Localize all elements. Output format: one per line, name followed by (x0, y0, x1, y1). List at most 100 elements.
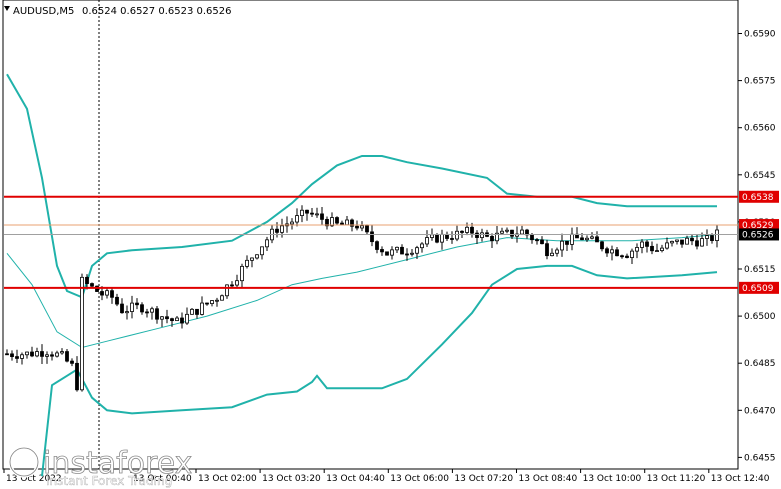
level-label-box (739, 281, 779, 294)
candle (600, 240, 604, 252)
candle (75, 356, 79, 392)
candle (305, 209, 309, 221)
symbol-label: AUDUSD,M5 (13, 6, 74, 17)
candle (115, 293, 119, 307)
bollinger-lower-band (41, 264, 718, 477)
candle (5, 349, 9, 356)
candle (365, 224, 369, 235)
x-tick-label: 13 Oct 00:40 (133, 474, 192, 484)
candle (480, 228, 484, 242)
candle (565, 240, 569, 252)
candle (630, 248, 634, 264)
current-price-box (739, 228, 779, 241)
candle (250, 257, 254, 268)
candle (20, 352, 24, 365)
ohlc-readout: 0.6524 0.6527 0.6523 0.6526 (82, 6, 232, 17)
y-tick-label: 0.6485 (744, 359, 776, 369)
candle (175, 315, 179, 322)
candle (110, 287, 114, 304)
y-tick-label: 0.6470 (744, 406, 776, 416)
candle (405, 248, 409, 261)
candle (35, 347, 39, 358)
candle (665, 237, 669, 250)
y-tick-label: 0.6500 (744, 312, 776, 322)
candle (475, 230, 479, 245)
watermark-tagline: Instant Forex Trading (46, 474, 172, 488)
y-tick-label: 0.6455 (744, 453, 776, 463)
candle (335, 216, 339, 225)
candle (490, 233, 494, 248)
candle (140, 302, 144, 315)
candle (210, 300, 214, 307)
candle (265, 236, 269, 252)
candle (555, 247, 559, 257)
candle (710, 233, 714, 244)
candle (295, 208, 299, 227)
candle (170, 317, 174, 327)
instaforex-logo-icon (8, 446, 40, 478)
candle (260, 246, 264, 260)
candle (400, 244, 404, 255)
candle (145, 308, 149, 318)
candle (205, 302, 209, 306)
candle (550, 248, 554, 257)
candle (670, 240, 674, 247)
candle (135, 298, 139, 310)
candle (70, 358, 74, 367)
candle (395, 246, 399, 254)
candle (190, 308, 194, 315)
candle (225, 284, 229, 299)
candle (325, 216, 329, 230)
candle (315, 207, 319, 218)
candle (560, 233, 564, 257)
candle (290, 218, 294, 230)
candle (535, 238, 539, 245)
candle (375, 240, 379, 254)
candle (40, 344, 44, 364)
candle (310, 208, 314, 218)
candle (455, 225, 459, 242)
candle (390, 246, 394, 260)
candle (410, 249, 414, 257)
candle (160, 316, 164, 327)
candle (220, 294, 224, 301)
candle (420, 242, 424, 253)
candle (610, 245, 614, 261)
instaforex-watermark: instaforex Instant Forex Trading (8, 446, 193, 488)
candle (185, 307, 189, 325)
x-tick-label: 13 Oct 07:20 (454, 474, 513, 484)
level-label-box (739, 190, 779, 203)
level-label: 0.6509 (742, 284, 774, 294)
candle (500, 227, 504, 234)
x-tick-label: 13 Oct 08:40 (519, 474, 578, 484)
x-tick-label: 13 Oct 10:00 (583, 474, 642, 484)
candle (235, 274, 239, 289)
y-axis-ticks: 0.65900.65750.65600.65450.65300.65150.65… (738, 30, 776, 463)
candlestick-series (5, 205, 719, 392)
candle (195, 308, 199, 319)
menu-triangle-icon[interactable] (4, 6, 10, 11)
candle (585, 235, 589, 243)
candle (360, 221, 364, 232)
candle (50, 351, 54, 361)
candle (255, 254, 259, 260)
candle (685, 235, 689, 245)
level-lines: 0.6538 0.6509 (4, 190, 779, 294)
x-tick-label: 13 Oct 02:00 (198, 474, 257, 484)
level-label: 0.6538 (742, 193, 774, 203)
x-tick-label: 13 Oct 11:20 (647, 474, 706, 484)
candle (415, 245, 419, 259)
marker-price-box (739, 219, 779, 232)
candle (105, 288, 109, 299)
candle (495, 225, 499, 245)
candle (25, 351, 29, 359)
candle (45, 351, 49, 364)
y-tick-label: 0.6575 (744, 77, 776, 87)
candle (645, 240, 649, 253)
candle (215, 297, 219, 307)
candle (660, 244, 664, 253)
candle (10, 350, 14, 361)
x-tick-label: 13 Oct 04:40 (326, 474, 385, 484)
candle (30, 346, 34, 358)
